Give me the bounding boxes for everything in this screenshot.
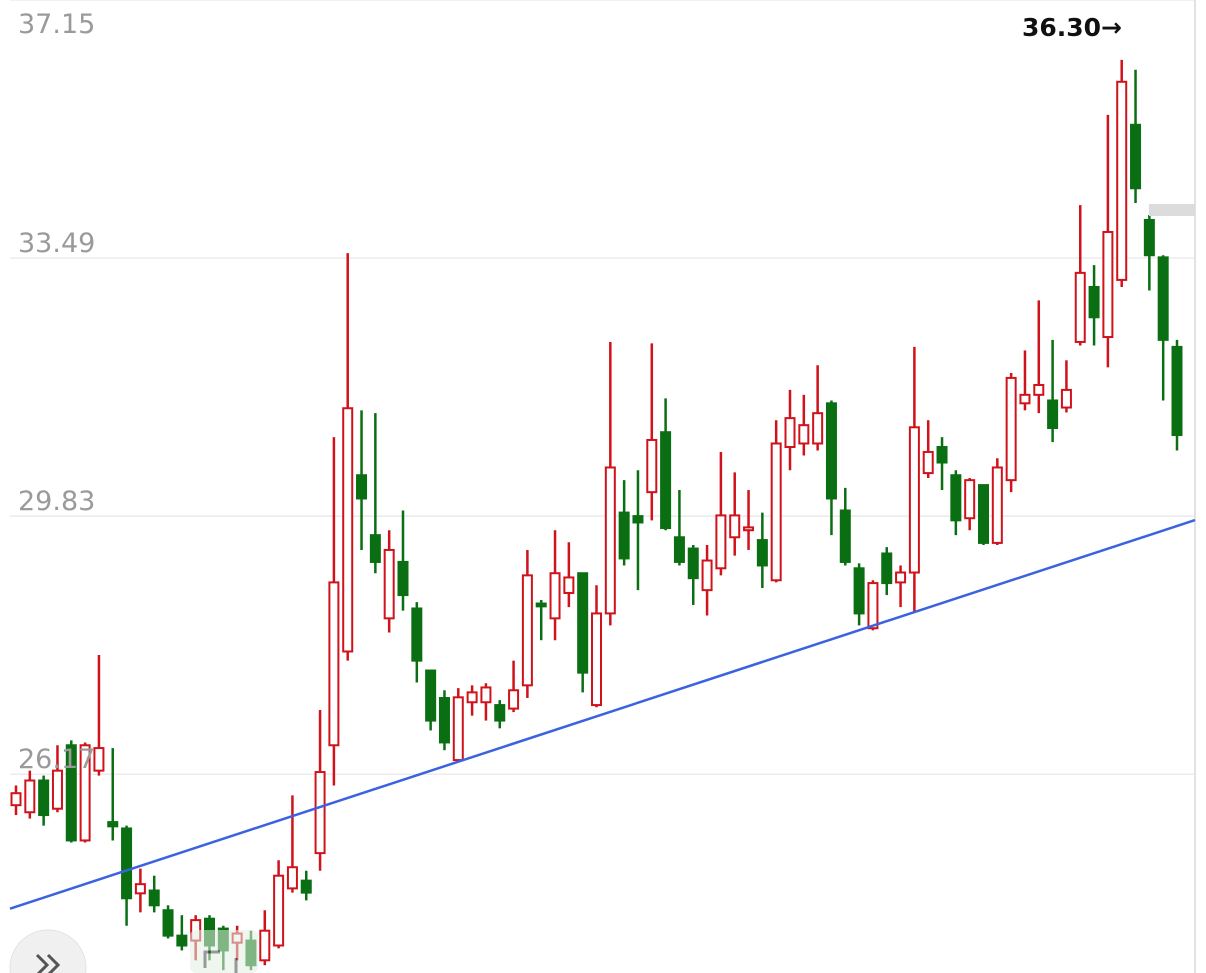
candle-body	[65, 744, 77, 842]
candle-body	[798, 424, 810, 445]
candle-body	[162, 909, 174, 937]
candle-body	[687, 547, 699, 580]
candle-body	[604, 466, 616, 615]
candle-body	[1116, 80, 1128, 281]
candle-body	[383, 548, 395, 620]
candle-body	[342, 407, 354, 653]
candle-body	[1074, 271, 1086, 343]
candles	[10, 59, 1183, 971]
candle-body	[729, 514, 741, 539]
candle-body	[521, 574, 533, 687]
candle-body	[756, 539, 768, 567]
candle-body	[825, 402, 837, 500]
candle-body	[425, 669, 437, 722]
candle-body	[812, 412, 824, 445]
candle-body	[314, 771, 326, 855]
candle-body	[176, 934, 188, 947]
overlay	[9, 518, 1196, 910]
candle-body	[411, 607, 423, 662]
candle-body	[1033, 383, 1045, 396]
candle-body	[922, 450, 934, 475]
candle-body	[438, 697, 450, 744]
candle-body	[452, 696, 464, 762]
candle-body	[1130, 123, 1142, 190]
candle-body	[328, 581, 340, 747]
candle-body	[950, 474, 962, 522]
candle-body	[881, 552, 893, 585]
candle-body	[908, 426, 920, 574]
y-tick-label: 37.15	[18, 9, 95, 40]
candle-body	[991, 466, 1003, 544]
candle-body	[397, 560, 409, 597]
candle-body	[784, 417, 796, 449]
candle-body	[853, 567, 865, 615]
candle-body	[51, 769, 63, 810]
candle-body	[1157, 256, 1169, 341]
candle-body	[839, 509, 851, 563]
tool-icon	[190, 930, 258, 973]
candle-body	[618, 511, 630, 560]
candle-body	[10, 792, 22, 807]
candle-body	[134, 883, 146, 895]
candle-body	[369, 534, 381, 563]
candle-body	[646, 438, 658, 494]
candle-body	[591, 612, 602, 707]
candle-body	[259, 929, 271, 962]
candle-body	[1060, 388, 1072, 409]
candle-body	[632, 515, 644, 524]
candle-body	[535, 602, 547, 608]
candle-body	[701, 559, 713, 592]
y-tick-label: 26.17	[18, 744, 95, 775]
candle-body	[1088, 285, 1100, 319]
candle-body	[38, 779, 50, 817]
candle-body	[673, 536, 685, 563]
expand-button[interactable]	[9, 929, 87, 973]
candle-body	[356, 474, 368, 500]
candle-body	[743, 526, 755, 532]
candle-body	[466, 691, 478, 704]
candle-body	[1143, 218, 1155, 257]
candle-body	[936, 446, 948, 464]
candle-body	[549, 572, 561, 620]
candle-body	[508, 689, 520, 710]
candle-body	[494, 704, 506, 722]
candle-body	[300, 879, 312, 894]
candle-body	[1005, 376, 1017, 482]
candle-body	[660, 431, 672, 530]
candle-body	[148, 889, 160, 907]
candle-body	[121, 827, 133, 900]
candle-body	[1171, 345, 1183, 437]
price-marker	[1149, 204, 1195, 216]
candle-body	[79, 744, 91, 842]
trend-line	[9, 518, 1196, 910]
candle-body	[286, 866, 298, 890]
candle-body	[1102, 230, 1114, 339]
y-tick-label: 29.83	[18, 486, 95, 517]
candle-body	[978, 484, 989, 544]
candle-body	[715, 514, 727, 570]
candle-body	[107, 821, 119, 828]
candle-body	[770, 442, 782, 582]
candle-body	[964, 479, 976, 520]
high-annotation: 36.30→	[1022, 13, 1122, 42]
candle-body	[480, 686, 492, 704]
candle-body	[577, 572, 589, 674]
candle-body	[1047, 399, 1059, 429]
candle-body	[273, 874, 285, 947]
y-tick-label: 33.49	[18, 228, 95, 259]
candle-body	[24, 779, 36, 814]
candle-body	[895, 571, 907, 584]
candle-body	[1019, 393, 1031, 405]
grid	[10, 0, 1195, 775]
candle-body	[867, 582, 879, 630]
candle-body	[563, 576, 575, 594]
candle-body	[93, 747, 105, 772]
